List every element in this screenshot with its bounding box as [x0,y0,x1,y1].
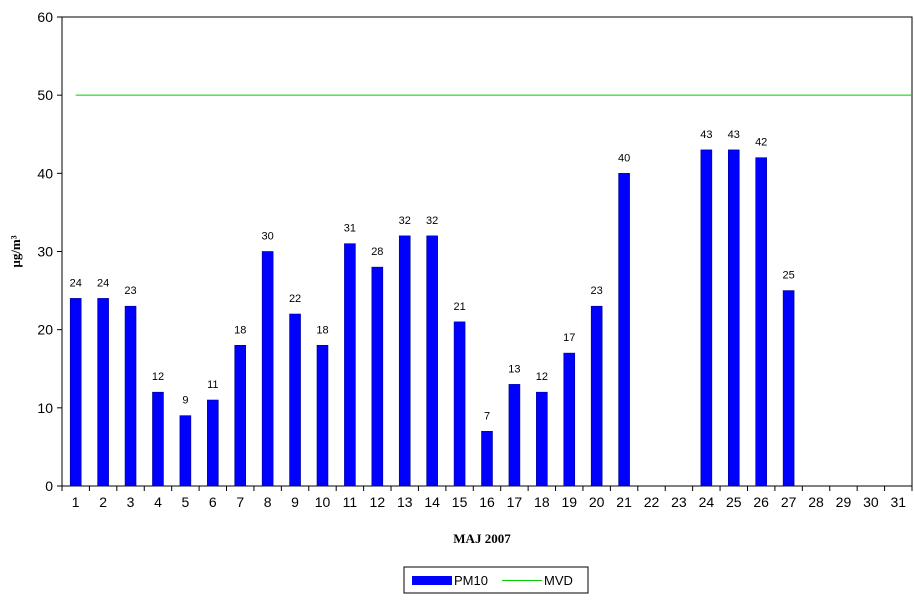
x-tick-label: 25 [726,494,742,510]
data-label: 22 [289,293,301,305]
bar-pm10 [481,430,493,487]
legend-label-mvd: MVD [544,573,573,588]
data-label: 17 [563,332,575,344]
bar-pm10 [69,298,82,487]
data-label: 24 [70,277,82,289]
data-label: 31 [344,223,356,235]
x-tick-label: 4 [154,494,162,510]
data-label: 43 [700,129,712,141]
bar-pm10 [563,352,576,487]
x-tick-label: 5 [181,494,189,510]
x-tick-label: 24 [699,494,715,510]
y-axis-title: µg/m³ [8,235,23,267]
x-tick-label: 2 [99,494,107,510]
bar-pm10 [782,290,795,487]
y-tick-label: 20 [37,322,53,338]
y-tick-label: 0 [45,478,53,494]
bar-pm10 [124,305,137,487]
bar-pm10 [426,235,438,487]
data-label: 32 [426,215,438,227]
data-label: 7 [484,410,490,422]
data-label: 11 [207,379,218,391]
bar-pm10 [234,344,247,487]
y-tick-label: 10 [37,400,53,416]
x-tick-label: 7 [236,494,244,510]
data-label: 12 [536,371,548,383]
bar-pm10 [508,384,521,487]
x-tick-label: 11 [343,494,358,510]
data-label: 23 [591,285,603,297]
plot-area: 0102030405060124224323412596117188309221… [37,9,913,510]
x-tick-label: 8 [264,494,272,510]
data-label: 40 [618,152,630,164]
bar-pm10 [179,415,192,487]
y-tick-label: 50 [37,87,53,103]
x-tick-label: 6 [209,494,217,510]
data-label: 25 [782,270,794,282]
data-label: 12 [152,371,164,383]
data-label: 23 [124,285,136,297]
data-label: 18 [316,324,328,336]
legend: PM10 MVD [403,566,589,594]
x-tick-label: 18 [534,494,550,510]
x-tick-label: 17 [507,494,523,510]
bar-pm10 [344,243,356,487]
bar-pm10 [152,391,164,487]
x-tick-label: 9 [291,494,299,510]
bar-pm10 [727,149,740,487]
y-tick-label: 60 [37,9,53,25]
bar-pm10 [97,298,109,487]
x-tick-label: 27 [781,494,797,510]
x-tick-label: 20 [589,494,605,510]
data-label: 30 [262,231,274,243]
legend-swatch-pm10 [412,576,452,585]
data-label: 24 [97,277,109,289]
bar-pm10 [261,251,274,487]
x-tick-label: 22 [644,494,660,510]
x-tick-label: 10 [315,494,331,510]
bar-pm10 [700,149,713,487]
x-tick-label: 3 [127,494,135,510]
x-tick-label: 15 [452,494,468,510]
data-label: 32 [399,215,411,227]
x-tick-label: 30 [863,494,879,510]
data-label: 18 [234,324,246,336]
y-tick-label: 40 [37,165,53,181]
data-label: 21 [453,301,465,313]
x-tick-label: 29 [836,494,852,510]
bar-pm10 [289,313,301,487]
x-tick-label: 28 [808,494,824,510]
bar-pm10 [207,399,219,487]
data-label: 9 [182,395,188,407]
bar-pm10 [536,391,548,487]
bar-pm10 [618,173,630,487]
x-tick-label: 21 [616,494,632,510]
data-label: 28 [371,246,383,258]
x-tick-label: 31 [891,494,907,510]
x-tick-label: 23 [671,494,687,510]
x-tick-label: 14 [424,494,440,510]
bar-pm10 [371,266,384,487]
x-tick-label: 19 [561,494,577,510]
x-tick-label: 1 [72,494,80,510]
data-label: 13 [508,363,520,375]
bar-pm10 [453,321,466,487]
bar-pm10 [316,344,329,487]
data-label: 42 [755,137,767,149]
data-label: 43 [728,129,740,141]
y-tick-label: 30 [37,244,53,260]
x-tick-label: 12 [370,494,386,510]
x-tick-label: 16 [479,494,495,510]
bar-pm10 [590,305,603,487]
legend-label-pm10: PM10 [454,573,488,588]
bar-pm10 [755,157,767,487]
x-tick-label: 26 [753,494,769,510]
bar-pm10 [398,235,411,487]
x-tick-label: 13 [397,494,413,510]
x-axis-title: MAJ 2007 [453,531,511,546]
